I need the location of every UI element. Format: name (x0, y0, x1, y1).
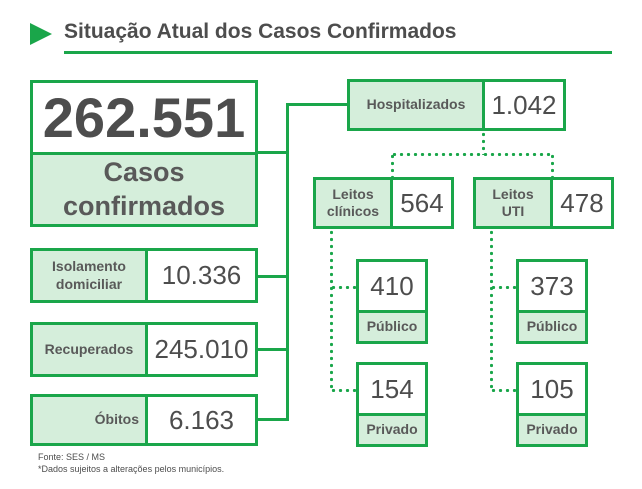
uti-publico-value: 373 (530, 270, 574, 301)
clinicos-privado-label: Privado (366, 421, 418, 438)
dotted-connector-clinicos-down (391, 153, 394, 179)
clinicos-publico-value: 410 (370, 270, 414, 301)
page-title: Situação Atual dos Casos Confirmados (64, 20, 457, 43)
clinicos-privado-value: 154 (370, 373, 414, 404)
leitos-clinicos-value-box: 564 (390, 177, 454, 229)
leitos-clinicos-label-line2: clínicos (326, 203, 380, 219)
recuperados-value-box: 245.010 (145, 322, 258, 377)
isolamento-value: 10.336 (161, 260, 242, 290)
leitos-clinicos-value: 564 (400, 187, 444, 218)
uti-publico-label: Público (526, 318, 578, 335)
dotted-connector-clinicos-privado (330, 389, 358, 392)
obitos-value: 6.163 (168, 404, 235, 435)
recuperados-label: Recuperados (44, 340, 134, 357)
footer-note: *Dados sujeitos a alterações pelos munic… (38, 464, 225, 474)
dotted-connector-uti-privado (490, 389, 518, 392)
uti-publico-label-box: Público (516, 310, 588, 344)
footer-source: Fonte: SES / MS (38, 452, 106, 462)
clinicos-privado-value-box: 154 (356, 362, 428, 416)
dotted-connector-uti-down (551, 153, 554, 179)
connector-vertical (286, 103, 289, 421)
connector-isolamento (258, 275, 288, 278)
leitos-uti-label-box: Leitos UTI (473, 177, 553, 229)
leitos-uti-value-box: 478 (550, 177, 614, 229)
connector-total (258, 151, 288, 154)
isolamento-label-line1: Isolamento (52, 258, 126, 274)
clinicos-privado-label-box: Privado (356, 413, 428, 447)
dotted-connector-split (391, 153, 553, 156)
dotted-connector-hospitalizados-down (482, 131, 485, 155)
dotted-connector-uti-publico (490, 286, 518, 289)
connector-obitos (258, 418, 288, 421)
hospitalizados-value: 1.042 (491, 89, 557, 120)
uti-privado-label: Privado (526, 421, 578, 438)
uti-privado-value: 105 (530, 373, 574, 404)
header-underline (64, 51, 612, 54)
recuperados-value: 245.010 (154, 334, 249, 364)
total-cases-label-line2: confirmados (62, 190, 226, 221)
hospitalizados-label: Hospitalizados (366, 96, 466, 113)
leitos-clinicos-label-line1: Leitos (332, 185, 374, 202)
uti-privado-value-box: 105 (516, 362, 588, 416)
hospitalizados-label-box: Hospitalizados (347, 79, 485, 131)
total-cases-value: 262.551 (42, 86, 246, 149)
total-cases-label-box: Casos confirmados (30, 152, 258, 227)
play-arrow-icon (30, 23, 52, 45)
connector-recuperados (258, 348, 288, 351)
total-cases-value-box: 262.551 (30, 80, 258, 155)
leitos-uti-value: 478 (560, 187, 604, 218)
leitos-clinicos-label-box: Leitos clínicos (313, 177, 393, 229)
uti-privado-label-box: Privado (516, 413, 588, 447)
recuperados-label-box: Recuperados (30, 322, 148, 377)
clinicos-publico-label: Público (366, 318, 418, 335)
obitos-label: Óbitos (94, 411, 139, 428)
isolamento-label-box: Isolamento domiciliar (30, 248, 148, 303)
clinicos-publico-label-box: Público (356, 310, 428, 344)
leitos-uti-label-line2: UTI (501, 203, 525, 219)
hospitalizados-value-box: 1.042 (482, 79, 566, 131)
dotted-connector-clinicos-publico (330, 286, 358, 289)
isolamento-label-line2: domiciliar (55, 275, 123, 292)
isolamento-value-box: 10.336 (145, 248, 258, 303)
leitos-uti-label-line1: Leitos (492, 185, 534, 202)
total-cases-label-line1: Casos (103, 156, 185, 187)
connector-hospitalizados (286, 103, 350, 106)
dotted-connector-uti-branch (490, 229, 493, 391)
clinicos-publico-value-box: 410 (356, 259, 428, 313)
uti-publico-value-box: 373 (516, 259, 588, 313)
dotted-connector-clinicos-branch (330, 229, 333, 391)
obitos-value-box: 6.163 (145, 394, 258, 446)
obitos-label-box: Óbitos (30, 394, 148, 446)
